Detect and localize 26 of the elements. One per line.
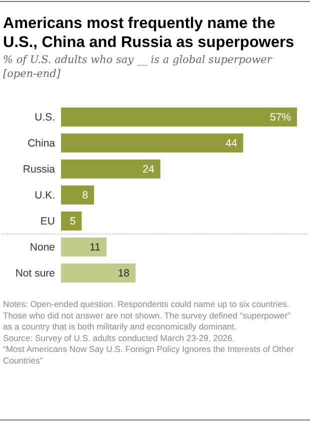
y-tick-label: U.S.: [34, 112, 55, 124]
y-tick-label: EU: [40, 216, 55, 228]
y-tick-label: None: [30, 242, 56, 254]
data-label: 18: [118, 268, 130, 280]
text: “Most Americans Now Say U.S. Foreign Policy Ignores the Interests of Other Countries”: [3, 344, 294, 366]
bar: [61, 108, 297, 126]
bar: [61, 238, 107, 256]
bar: [61, 160, 160, 178]
chart-title: Americans most frequently name the U.S., China and Russia as superpowers: [3, 15, 294, 51]
bar: [61, 186, 94, 204]
data-label: 24: [142, 164, 155, 176]
data-label: 5: [70, 216, 76, 228]
bar: [61, 134, 244, 152]
bar: [61, 212, 82, 230]
y-tick-label: U.K.: [34, 190, 55, 202]
y-tick-label: Not sure: [15, 268, 56, 280]
text: Notes: Open-ended question. Respondents could name up to six countries. Those who did not answer are not shown. The survey defined “superpower” as a country that is both militarily and economically dominant.: [3, 299, 291, 332]
data-label: 8: [82, 190, 88, 202]
chart-subtitle: % of U.S. adults who say __ is a global superpower [open-end]: [3, 54, 273, 80]
bar: [61, 264, 136, 282]
data-label: 44: [225, 138, 238, 150]
data-label: 11: [90, 242, 101, 254]
y-tick-label: China: [28, 138, 56, 150]
source-note: Source: Survey of U.S. adults conducted March 23-29, 2026.: [3, 332, 235, 343]
data-label: 57%: [270, 112, 291, 124]
y-tick-label: Russia: [22, 164, 56, 176]
